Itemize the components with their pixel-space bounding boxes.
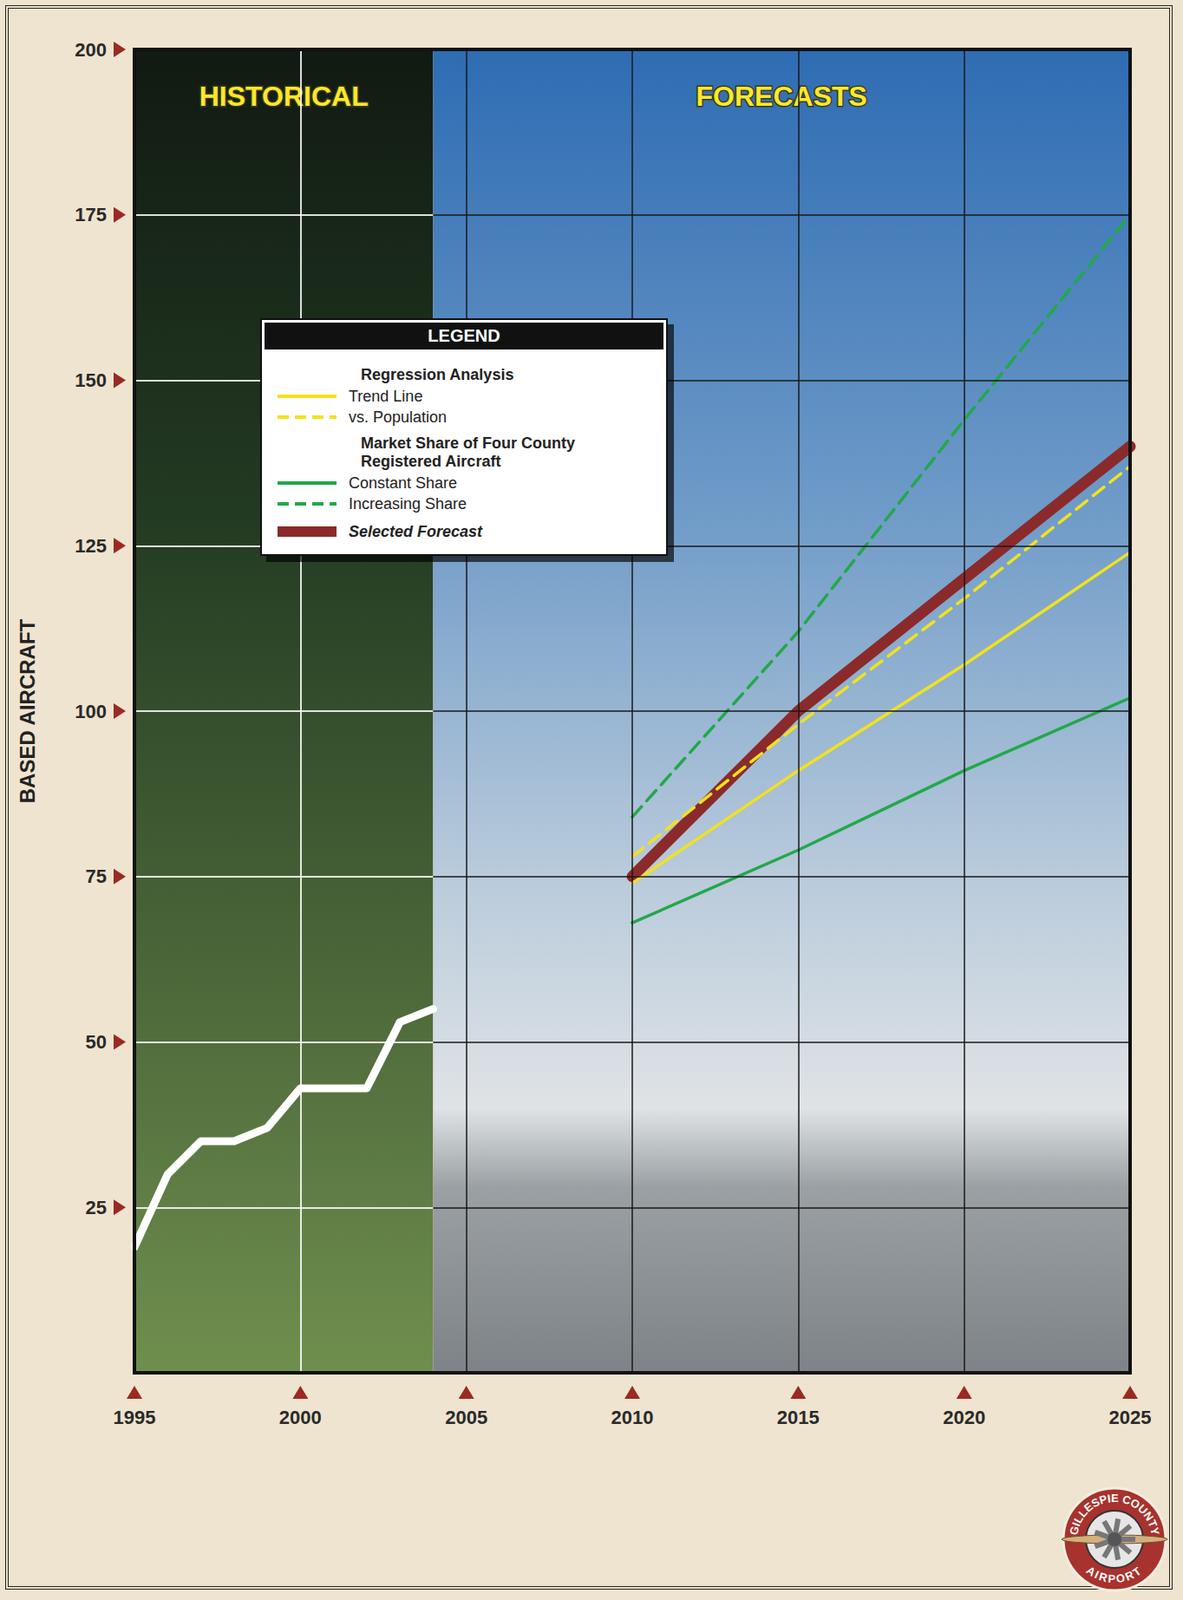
- svg-text:2015: 2015: [777, 1406, 820, 1429]
- svg-text:200: 200: [74, 39, 107, 61]
- html-text:Selected Forecast: Selected Forecast: [348, 522, 483, 540]
- svg-text:BASED AIRCRAFT: BASED AIRCRAFT: [15, 618, 40, 804]
- svg-text:FORECASTS: FORECASTS: [696, 80, 868, 112]
- svg-text:25: 25: [85, 1196, 107, 1219]
- svg-text:100: 100: [74, 700, 107, 723]
- html-text:Regression Analysis: Regression Analysis: [360, 366, 514, 384]
- svg-text:2000: 2000: [279, 1406, 322, 1429]
- svg-text:2005: 2005: [444, 1406, 488, 1429]
- html-text:Trend Line: Trend Line: [348, 387, 423, 405]
- svg-text:GILLESPIE COUNTY: GILLESPIE COUNTY: [1066, 1491, 1163, 1537]
- svg-text:125: 125: [74, 535, 107, 557]
- svg-text:AIRPORT: AIRPORT: [1084, 1563, 1145, 1586]
- svg-text:HISTORICAL: HISTORICAL: [199, 80, 369, 112]
- svg-text:50: 50: [85, 1031, 107, 1053]
- svg-text:2025: 2025: [1109, 1406, 1152, 1429]
- html-text:Market Share of Four County Re: Market Share of Four County Registered A…: [360, 434, 576, 471]
- svg-text:1995: 1995: [113, 1406, 157, 1429]
- svg-text:75: 75: [85, 865, 107, 888]
- svg-text:2020: 2020: [942, 1406, 986, 1429]
- svg-text:175: 175: [74, 203, 107, 226]
- svg-text:2010: 2010: [611, 1406, 654, 1429]
- html-text:Increasing Share: Increasing Share: [348, 494, 467, 513]
- html-text:LEGEND: LEGEND: [427, 326, 501, 346]
- html-text:vs. Population: vs. Population: [348, 408, 447, 426]
- svg-text:150: 150: [74, 369, 107, 392]
- html-text:Constant Share: Constant Share: [348, 473, 458, 492]
